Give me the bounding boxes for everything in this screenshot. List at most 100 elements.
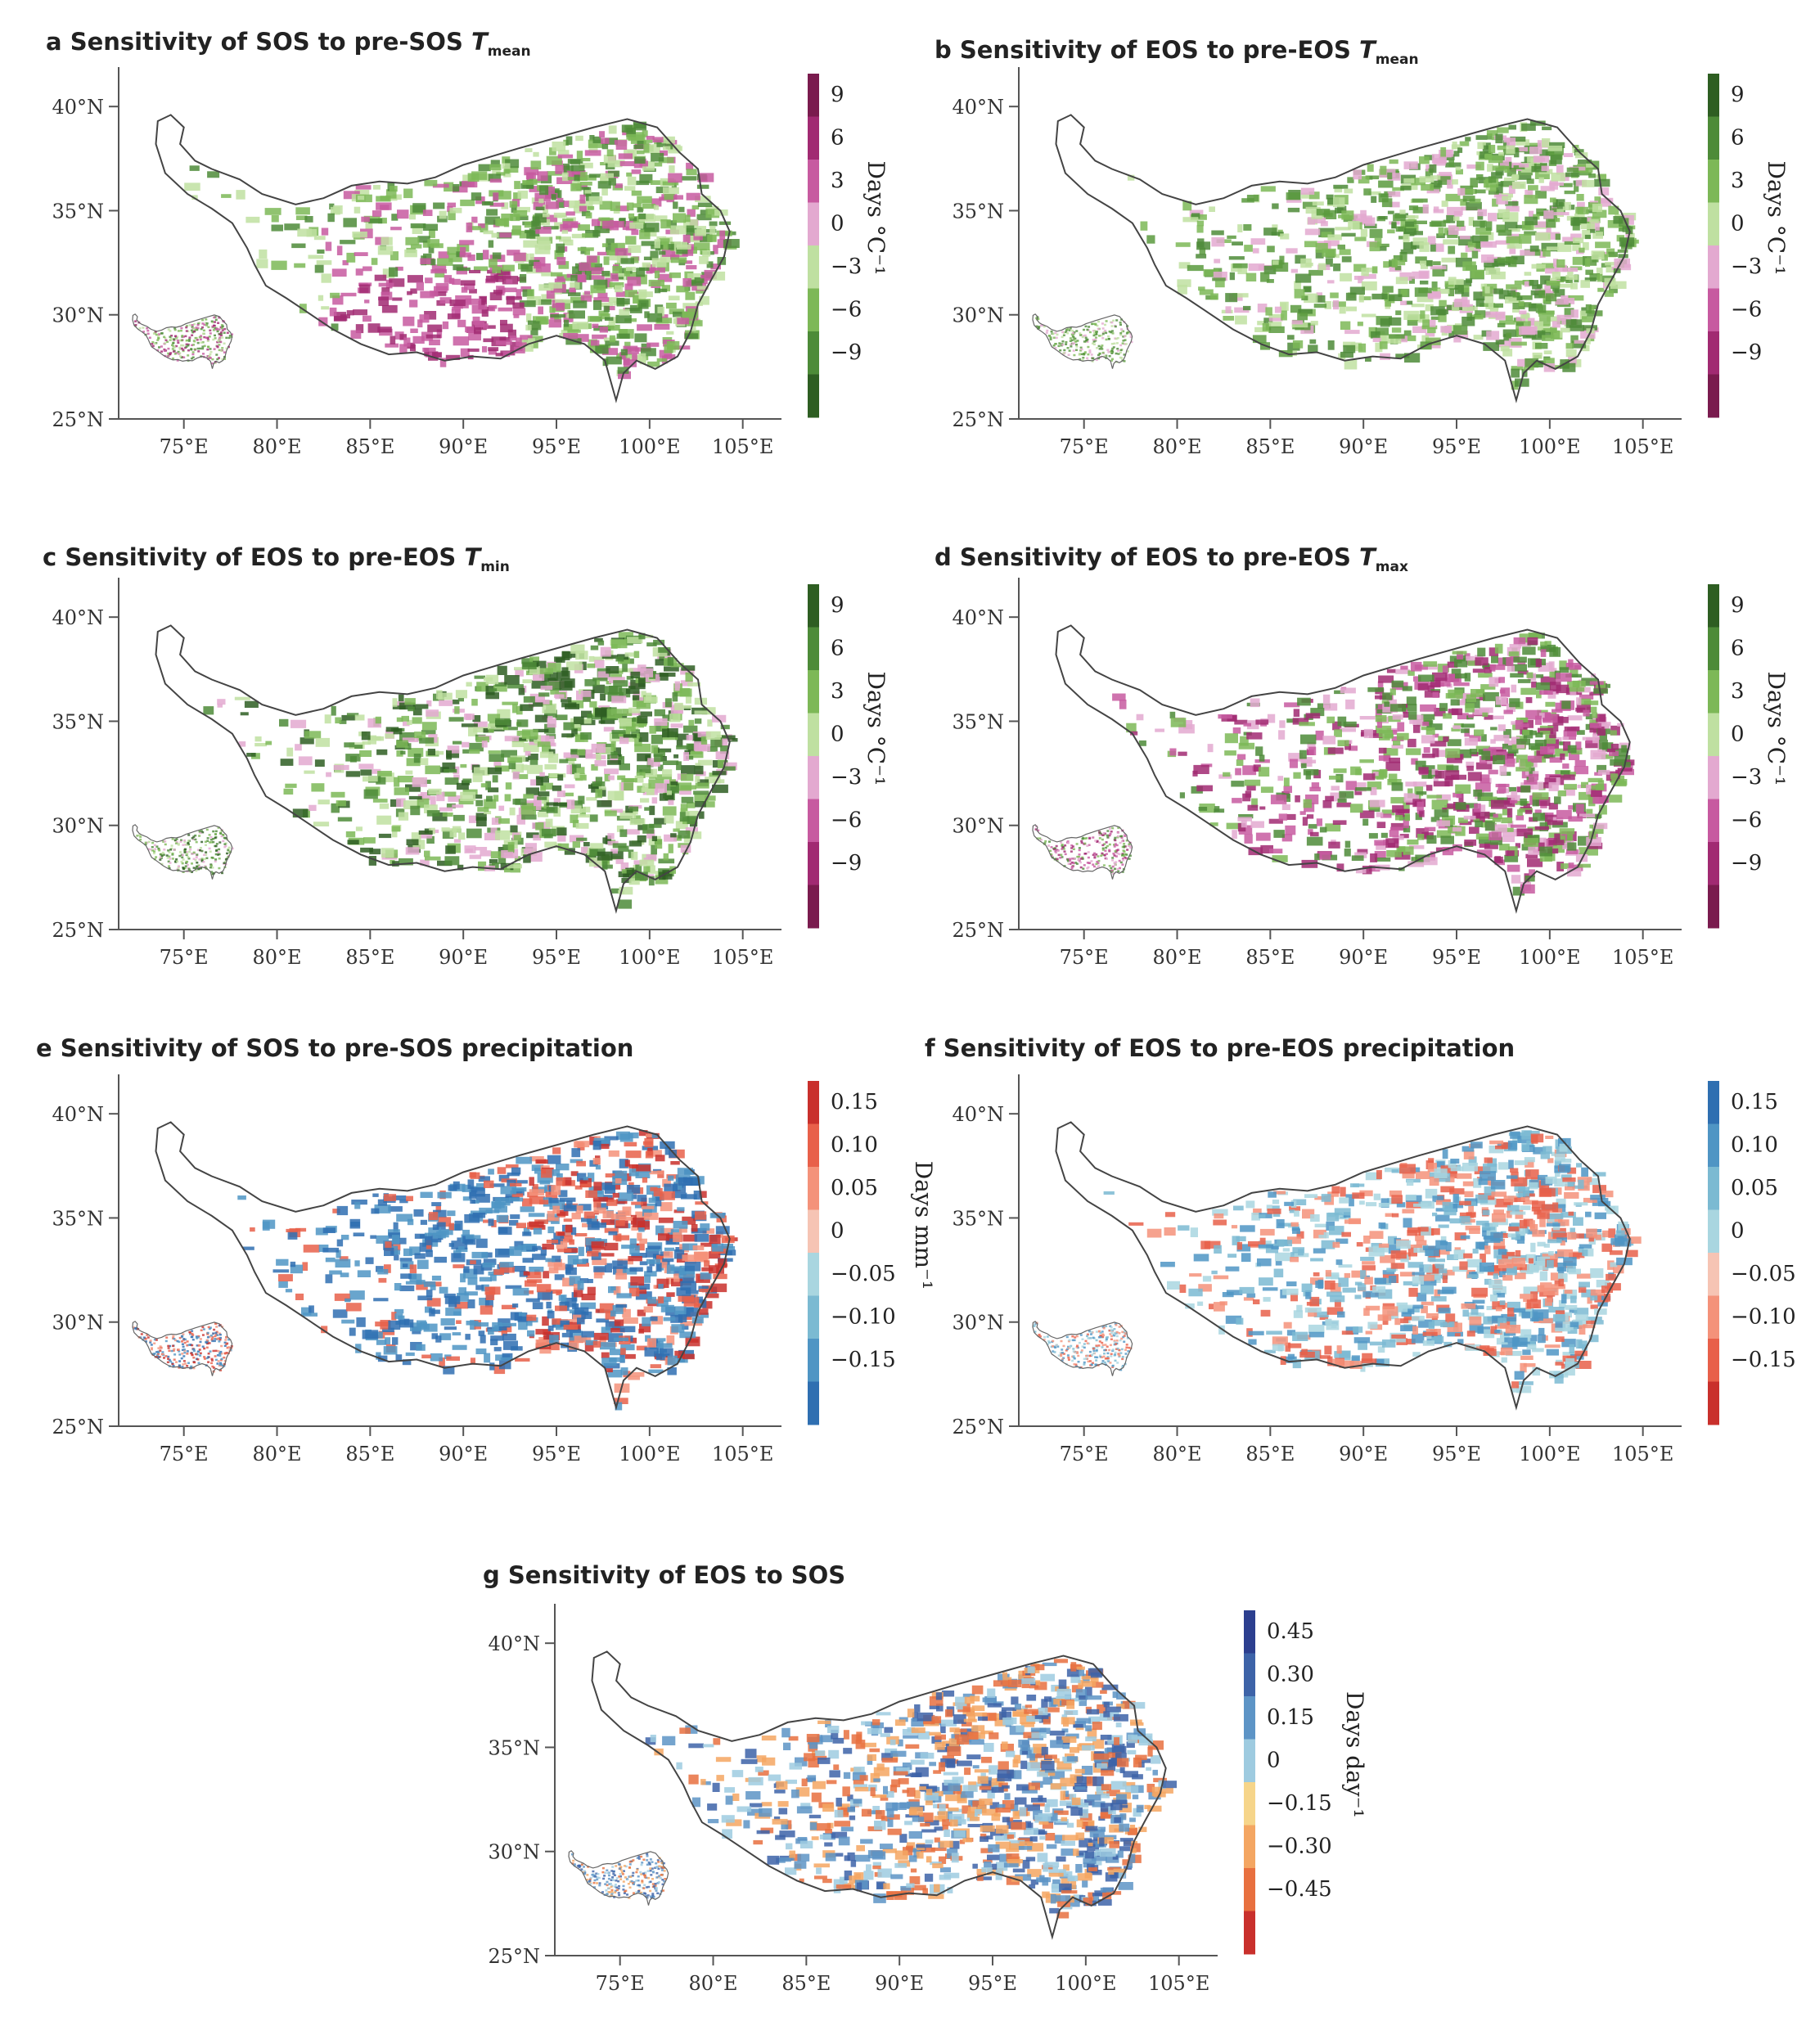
map-pixel xyxy=(395,266,403,271)
map-pixel xyxy=(575,651,588,660)
map-pixel xyxy=(1523,838,1539,847)
map-pixel xyxy=(630,679,646,690)
map-pixel xyxy=(529,852,543,862)
x-tick-label: 90°E xyxy=(1339,435,1388,458)
map-pixel xyxy=(1170,718,1187,727)
panel-d: d Sensitivity of EOS to pre-EOS Tmax 40°… xyxy=(892,507,1792,1031)
inset-pixel xyxy=(178,355,182,358)
map-pixel xyxy=(637,150,645,155)
map-pixel xyxy=(1481,750,1491,760)
map-pixel xyxy=(1534,740,1547,746)
map-pixel xyxy=(1448,225,1459,235)
map-pixel xyxy=(698,811,705,819)
map-pixel xyxy=(439,358,447,367)
map-pixel xyxy=(485,674,499,685)
map-pixel xyxy=(1294,281,1302,290)
map-pixel xyxy=(424,850,430,858)
inset-pixel xyxy=(189,846,192,849)
map-pixel xyxy=(1524,231,1537,236)
map-pixel xyxy=(477,807,489,813)
inset-pixel xyxy=(1066,327,1070,331)
map-pixel xyxy=(648,876,655,886)
inset-pixel xyxy=(1103,331,1106,333)
map-pixel xyxy=(613,680,628,687)
map-pixel xyxy=(604,317,614,321)
map-pixel xyxy=(1232,727,1241,734)
map-pixel xyxy=(658,241,669,250)
map-pixel xyxy=(605,835,612,844)
map-pixel xyxy=(461,286,468,293)
map-pixel xyxy=(1211,230,1224,236)
map-pixel xyxy=(590,645,599,651)
inset-pixel xyxy=(163,348,166,351)
map-pixel xyxy=(1483,342,1500,351)
map-pixel xyxy=(1309,786,1321,792)
inset-pixel xyxy=(221,347,224,349)
map-pixel xyxy=(723,766,736,771)
inset-pixel xyxy=(169,862,172,864)
map-pixel xyxy=(1371,196,1377,203)
map-pixel xyxy=(1511,664,1527,672)
map-pixel xyxy=(1543,210,1554,219)
map-pixel xyxy=(540,751,554,759)
map-pixel xyxy=(473,727,489,733)
map-pixel xyxy=(1507,808,1513,818)
map-pixel xyxy=(687,682,701,687)
map-pixel xyxy=(1539,853,1552,862)
map-pixel xyxy=(1218,714,1232,719)
map-pixel xyxy=(409,299,418,308)
map-pixel xyxy=(422,347,436,353)
map-pixel xyxy=(447,313,461,320)
map-pixel xyxy=(341,714,356,721)
x-tick-label: 100°E xyxy=(1519,946,1580,969)
map-pixel xyxy=(1327,747,1344,754)
map-pixel xyxy=(1315,250,1324,259)
map-pixel xyxy=(1419,156,1430,164)
map-pixel xyxy=(612,266,623,274)
map-pixel xyxy=(428,788,442,795)
inset-pixel xyxy=(182,344,185,347)
map-pixel xyxy=(600,137,610,144)
inset-pixel xyxy=(1119,344,1123,347)
inset-pixel xyxy=(180,326,183,330)
map-pixel xyxy=(1305,713,1321,719)
map-pixel xyxy=(630,256,639,263)
map-pixel xyxy=(588,143,598,153)
inset-pixel xyxy=(188,336,191,339)
map-pixel xyxy=(1421,754,1435,759)
inset-pixel xyxy=(179,840,182,843)
map-pixel xyxy=(659,653,665,661)
map-pixel xyxy=(452,699,460,705)
inset-pixel xyxy=(185,853,188,857)
inset-pixel xyxy=(138,327,142,330)
map-pixel xyxy=(1493,303,1503,308)
map-pixel xyxy=(493,192,499,201)
map-pixel xyxy=(447,246,460,255)
inset-pixel xyxy=(221,358,224,361)
map-pixel xyxy=(702,250,711,257)
map-pixel xyxy=(405,847,420,855)
map-pixel xyxy=(626,202,634,211)
map-pixel xyxy=(1495,696,1507,705)
map-pixel xyxy=(1610,743,1619,750)
map-pixel xyxy=(654,817,666,825)
map-pixel xyxy=(494,682,507,687)
map-pixel xyxy=(622,709,633,717)
map-pixel xyxy=(586,255,597,263)
map-pixel xyxy=(1568,772,1576,777)
map-pixel xyxy=(392,297,403,301)
map-pixel xyxy=(1539,746,1555,754)
map-pixel xyxy=(649,805,655,816)
map-pixel xyxy=(1126,723,1137,733)
panel-title-text: Sensitivity of EOS to pre-EOS xyxy=(959,36,1359,64)
inset-pixel xyxy=(204,840,207,843)
map-pixel xyxy=(1394,335,1402,344)
inset-pixel xyxy=(1115,342,1119,344)
map-pixel xyxy=(590,285,606,294)
inset-pixel xyxy=(211,321,214,324)
map-pixel xyxy=(661,314,669,319)
map-pixel xyxy=(1552,272,1561,279)
map-pixel xyxy=(644,807,651,811)
inset-pixel xyxy=(180,329,182,332)
map-pixel xyxy=(492,169,501,175)
